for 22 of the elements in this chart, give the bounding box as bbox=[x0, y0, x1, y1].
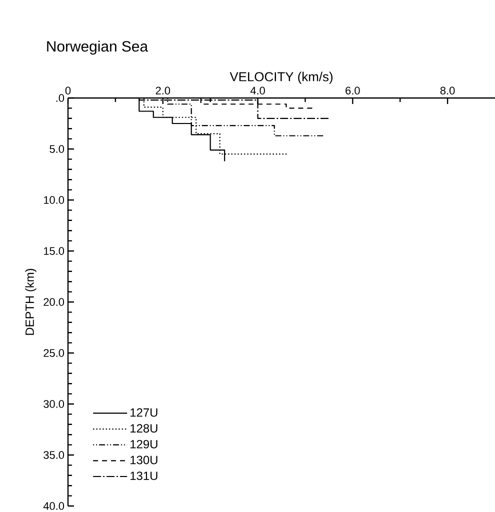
x-tick-label: 0 bbox=[65, 86, 71, 94]
x-tick-label: 6.0 bbox=[346, 86, 360, 94]
y-tick-label: 5.0 bbox=[50, 145, 64, 153]
y-tick-label: 40.0 bbox=[43, 502, 64, 510]
y-axis-title: DEPTH (km) bbox=[25, 268, 36, 335]
y-tick-label: 25.0 bbox=[44, 349, 64, 357]
legend-label: 131U bbox=[130, 472, 158, 480]
legend-label: 130U bbox=[130, 456, 158, 464]
legend-label: 128U bbox=[130, 424, 158, 433]
chart-title: Norwegian Sea bbox=[47, 40, 148, 55]
x-tick-label: 4.0 bbox=[250, 86, 265, 94]
y-tick-label: 30.0 bbox=[44, 400, 64, 408]
y-tick-label: .0 bbox=[56, 94, 64, 102]
y-tick-label: 35.0 bbox=[44, 451, 64, 459]
x-tick-label: 2.0 bbox=[156, 86, 170, 94]
legend-label: 129U bbox=[130, 440, 158, 448]
y-tick-label: 15.0 bbox=[44, 247, 64, 255]
legend-label: 127U bbox=[130, 408, 158, 417]
x-axis-title: VELOCITY (km/s) bbox=[230, 72, 332, 84]
y-tick-label: 20.0 bbox=[44, 298, 64, 306]
x-tick-label: 8.0 bbox=[440, 86, 455, 94]
y-tick-label: 10.0 bbox=[44, 196, 64, 204]
